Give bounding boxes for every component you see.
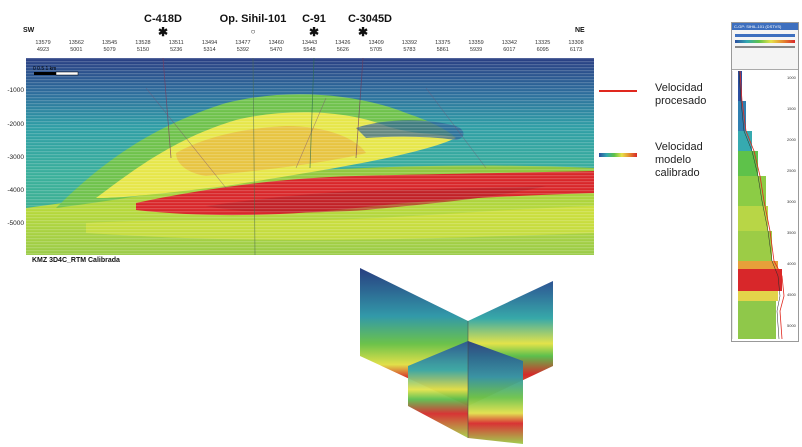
log-header-title: C-GP: SIHIL-101 (DSTVS): [732, 23, 798, 30]
trace-tick-label: 13325 6095: [535, 40, 551, 53]
trace-tick-label: 13426 5626: [335, 40, 351, 53]
trace-tick-label: 13562 5001: [68, 40, 84, 53]
log-panel[interactable]: C-GP: SIHIL-101 (DSTVS) 1000 1500 2000 2500…: [731, 22, 799, 342]
well-name-label: Op. Sihil-101: [219, 13, 287, 25]
depth-tick-label: -5000: [7, 220, 24, 227]
log-header: C-GP: SIHIL-101 (DSTVS): [732, 23, 798, 70]
section-caption: KMZ 3D4C_RTM Calibrada: [32, 257, 120, 264]
well-marker-icon: ○: [250, 27, 256, 36]
seismic-section[interactable]: 0 0.5 1 km: [26, 58, 594, 255]
trace-tick-label: 13579 4923: [35, 40, 51, 53]
trace-tick-label: 13308 6173: [568, 40, 584, 53]
log-depth-tick-label: 3000: [787, 199, 796, 204]
trace-tick-label: 13409 5705: [368, 40, 384, 53]
log-depth-tick-label: 2000: [787, 137, 796, 142]
trace-tick-label: 13528 5150: [135, 40, 151, 53]
legend-model-swatch: [599, 153, 637, 157]
log-depth-tick-label: 1500: [787, 106, 796, 111]
well-marker-icon: ✱: [357, 25, 369, 39]
log-track: [732, 71, 798, 339]
trace-tick-label: 13545 5079: [101, 40, 118, 53]
trace-tick-label: 13342 6017: [501, 40, 518, 53]
legend-model-label: Velocidad modelo calibrado: [655, 141, 703, 179]
trace-tick-label: 13494 5314: [201, 40, 218, 53]
well-marker-icon: ✱: [157, 25, 169, 39]
trace-tick-label: 13443 5548: [301, 40, 318, 53]
trace-tick-label: 13392 5783: [401, 40, 418, 53]
fence-3d-diagram[interactable]: [358, 266, 558, 446]
trace-tick-label: 13359 5939: [468, 40, 484, 53]
trace-tick-label: 13460 5470: [268, 40, 284, 53]
log-depth-tick-label: 2500: [787, 168, 796, 173]
log-depth-tick-label: 4500: [787, 292, 796, 297]
log-depth-tick-label: 3500: [787, 230, 796, 235]
well-name-label: C-418D: [144, 13, 182, 25]
trace-tick-label: 13375 5861: [435, 40, 451, 53]
well-marker-icon: ✱: [308, 25, 320, 39]
well-name-label: C-3045D: [347, 13, 393, 25]
depth-tick-label: -4000: [7, 187, 24, 194]
depth-tick-label: -2000: [7, 121, 24, 128]
direction-sw-label: SW: [23, 27, 35, 34]
log-depth-tick-label: 4000: [787, 261, 796, 266]
trace-tick-label: 13511 5236: [168, 40, 184, 53]
scale-bar-label: 0 0.5 1 km: [33, 66, 56, 72]
direction-ne-label: NE: [575, 27, 585, 34]
log-depth-tick-label: 1000: [787, 75, 796, 80]
legend-processed-label: Velocidad procesado: [655, 82, 707, 107]
well-name-label: C-91: [302, 13, 326, 25]
legend-processed-swatch: [599, 90, 637, 92]
depth-tick-label: -1000: [7, 87, 24, 94]
depth-tick-label: -3000: [7, 154, 24, 161]
log-depth-tick-label: 5000: [787, 323, 796, 328]
trace-tick-label: 13477 5392: [235, 40, 251, 53]
